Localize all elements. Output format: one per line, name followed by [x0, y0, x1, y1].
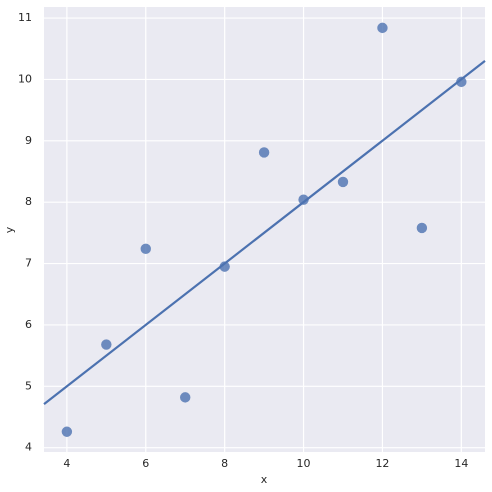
scatter-point: [416, 222, 428, 234]
y-tick-label: 9: [25, 134, 32, 147]
scatter-point: [298, 194, 309, 205]
x-tick-label: 14: [454, 457, 468, 470]
scatter-point: [377, 22, 388, 34]
x-tick-label: 12: [375, 457, 389, 470]
x-axis-label: x: [261, 473, 268, 486]
scatter-point: [337, 176, 349, 188]
y-tick-label: 10: [18, 72, 32, 85]
x-tick-label: 10: [297, 457, 311, 470]
scatter-point: [258, 147, 270, 158]
y-tick-label: 8: [25, 195, 32, 208]
scatter-point: [456, 76, 467, 88]
y-axis-label: y: [3, 226, 16, 233]
plot-area: [44, 7, 485, 452]
y-tick-label: 5: [25, 379, 32, 392]
scatter-point: [61, 426, 73, 437]
regression-line: [43, 60, 486, 405]
scatter-point: [101, 339, 112, 350]
scatter-point: [180, 392, 191, 403]
x-tick-label: 8: [221, 457, 228, 470]
y-tick-label: 4: [25, 441, 32, 454]
y-tick-label: 7: [25, 257, 32, 270]
scatter-point: [140, 243, 151, 255]
y-tick-label: 11: [18, 11, 32, 24]
x-tick-label: 6: [142, 457, 149, 470]
y-tick-label: 6: [25, 318, 32, 331]
scatter-point: [219, 261, 230, 272]
x-tick-label: 4: [63, 457, 70, 470]
